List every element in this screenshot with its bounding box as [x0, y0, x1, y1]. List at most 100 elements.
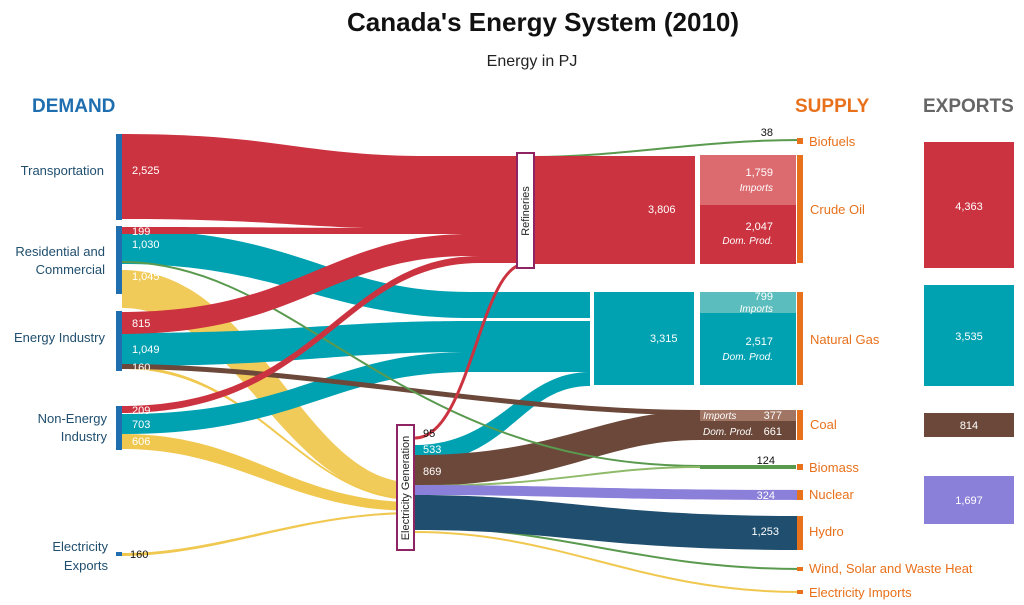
flow-elecimports-elecgen — [414, 531, 801, 593]
flow-elec-nonenergy — [122, 434, 415, 511]
val-hydro: 1,253 — [751, 526, 779, 538]
val-gas-total: 3,315 — [650, 333, 678, 345]
val-elecgen-gas: 533 — [423, 444, 441, 456]
demand-label-elecexports: Electricity Exports — [52, 539, 108, 573]
flow-oil-nonenergy — [122, 256, 525, 413]
flow-oil-residential — [122, 227, 525, 234]
flow-elec-exports — [122, 512, 415, 556]
lbl-gas-imports: Imports — [740, 304, 773, 315]
export-boxes — [924, 142, 1014, 524]
val-export-gas: 3,535 — [955, 331, 983, 343]
export-box-coal — [924, 413, 1014, 437]
elecgen-box — [396, 424, 415, 551]
oil-supply-marker — [797, 155, 803, 263]
lbl-coal-domestic: Dom. Prod. — [703, 427, 754, 438]
lbl-gas-domestic: Dom. Prod. — [722, 352, 773, 363]
oil-domestic-block — [700, 205, 796, 264]
coal-imports-block — [700, 410, 796, 421]
supply-label-nuclear: Nuclear — [809, 487, 854, 502]
supply-label-biofuels: Biofuels — [809, 134, 856, 149]
val-energyind-gas: 1,049 — [132, 344, 160, 356]
value-labels: 2,525 199 1,030 1,045 815 1,049 160 209 … — [130, 127, 983, 561]
lbl-oil-imports: Imports — [740, 183, 773, 194]
coal-domestic-block — [700, 421, 796, 440]
demand-label-elecexports-2: Exports — [64, 558, 109, 573]
val-oil-domestic: 2,047 — [745, 221, 773, 233]
biomass-block — [700, 465, 796, 469]
biofuels-marker — [797, 138, 803, 144]
supply-label-naturalgas: Natural Gas — [810, 332, 880, 347]
coal-supply-marker — [797, 410, 803, 440]
demand-label-residential: Residential and Commercial — [15, 244, 105, 277]
demand-label-nonenergy-2: Industry — [61, 429, 108, 444]
flow-biofuels-refineries — [532, 139, 801, 158]
supply-label-biomass: Biomass — [809, 460, 859, 475]
val-energyind-elec: 160 — [132, 362, 150, 374]
val-elecgen-coal: 869 — [423, 466, 441, 478]
demand-header: DEMAND — [32, 96, 115, 117]
demand-label-nonenergy: Non-Energy Industry — [38, 411, 108, 444]
flow-hydro-elecgen — [415, 495, 800, 550]
flows — [121, 134, 801, 593]
flow-gas-residential — [122, 230, 590, 318]
val-oil-total: 3,806 — [648, 204, 676, 216]
flow-gas-nonenergy — [122, 352, 590, 434]
chart-subtitle: Energy in PJ — [487, 53, 578, 70]
val-nuclear: 324 — [757, 490, 775, 502]
demand-bar-residential — [116, 226, 122, 294]
elecgen-node: Electricity Generation — [396, 424, 415, 551]
supply-label-hydro: Hydro — [809, 524, 844, 539]
val-residential-gas: 1,030 — [132, 239, 160, 251]
demand-label-energyindustry: Energy Industry — [14, 330, 106, 345]
val-export-oil: 4,363 — [955, 201, 983, 213]
chart-title: Canada's Energy System (2010) — [347, 7, 739, 37]
supply-label-elecimports: Electricity Imports — [809, 585, 912, 600]
oil-imports-block — [700, 155, 796, 205]
refineries-label: Refineries — [520, 186, 532, 236]
val-nonenergy-oil: 209 — [132, 405, 150, 417]
flow-gas-elecgen — [415, 372, 590, 463]
supply-header: SUPPLY — [795, 96, 870, 117]
demand-nodes — [116, 134, 122, 556]
refineries-box — [516, 152, 535, 269]
val-export-coal: 814 — [960, 420, 978, 432]
flow-biomass-residential — [121, 261, 701, 467]
val-coal-domestic: 661 — [764, 426, 782, 438]
flow-oil-elecgen — [414, 262, 526, 440]
flow-oil-refineries — [525, 156, 695, 264]
nuclear-marker — [797, 490, 803, 500]
val-gas-imports: 799 — [755, 291, 773, 303]
val-coal-imports: 377 — [764, 410, 782, 422]
flow-nuclear-elecgen — [415, 485, 800, 500]
supply-label-wind: Wind, Solar and Waste Heat — [809, 561, 973, 576]
supply-label-crudeoil: Crude Oil — [810, 202, 865, 217]
val-elecexports: 160 — [130, 549, 148, 561]
lbl-coal-imports: Imports — [703, 411, 736, 422]
demand-label-elecexports-1: Electricity — [52, 539, 108, 554]
flow-oil-transport — [122, 134, 525, 229]
supply-nodes — [594, 138, 803, 594]
val-residential-elec: 1,045 — [132, 271, 160, 283]
val-biofuels: 38 — [761, 127, 773, 139]
demand-bar-energyindustry — [116, 311, 122, 371]
exports-header: EXPORTS — [923, 96, 1014, 117]
gas-domestic-block — [700, 313, 796, 385]
export-box-oil — [924, 142, 1014, 268]
gas-imports-block — [700, 292, 796, 313]
val-export-elec: 1,697 — [955, 495, 983, 507]
hydro-marker — [797, 516, 803, 550]
demand-bar-nonenergy — [116, 406, 122, 450]
flow-biomass-elecgen — [414, 466, 701, 487]
val-biomass: 124 — [757, 455, 775, 467]
demand-label-transportation: Transportation — [21, 163, 104, 178]
export-box-elec — [924, 476, 1014, 524]
val-nonenergy-gas: 703 — [132, 419, 150, 431]
flow-oil-energyindustry — [122, 234, 525, 334]
refineries-node: Refineries — [516, 152, 535, 269]
val-elecgen-oil: 95 — [423, 428, 435, 440]
gas-total-block — [594, 292, 694, 385]
demand-label-residential-2: Commercial — [36, 262, 105, 277]
val-nonenergy-elec: 606 — [132, 436, 150, 448]
demand-bar-transportation — [116, 134, 122, 220]
